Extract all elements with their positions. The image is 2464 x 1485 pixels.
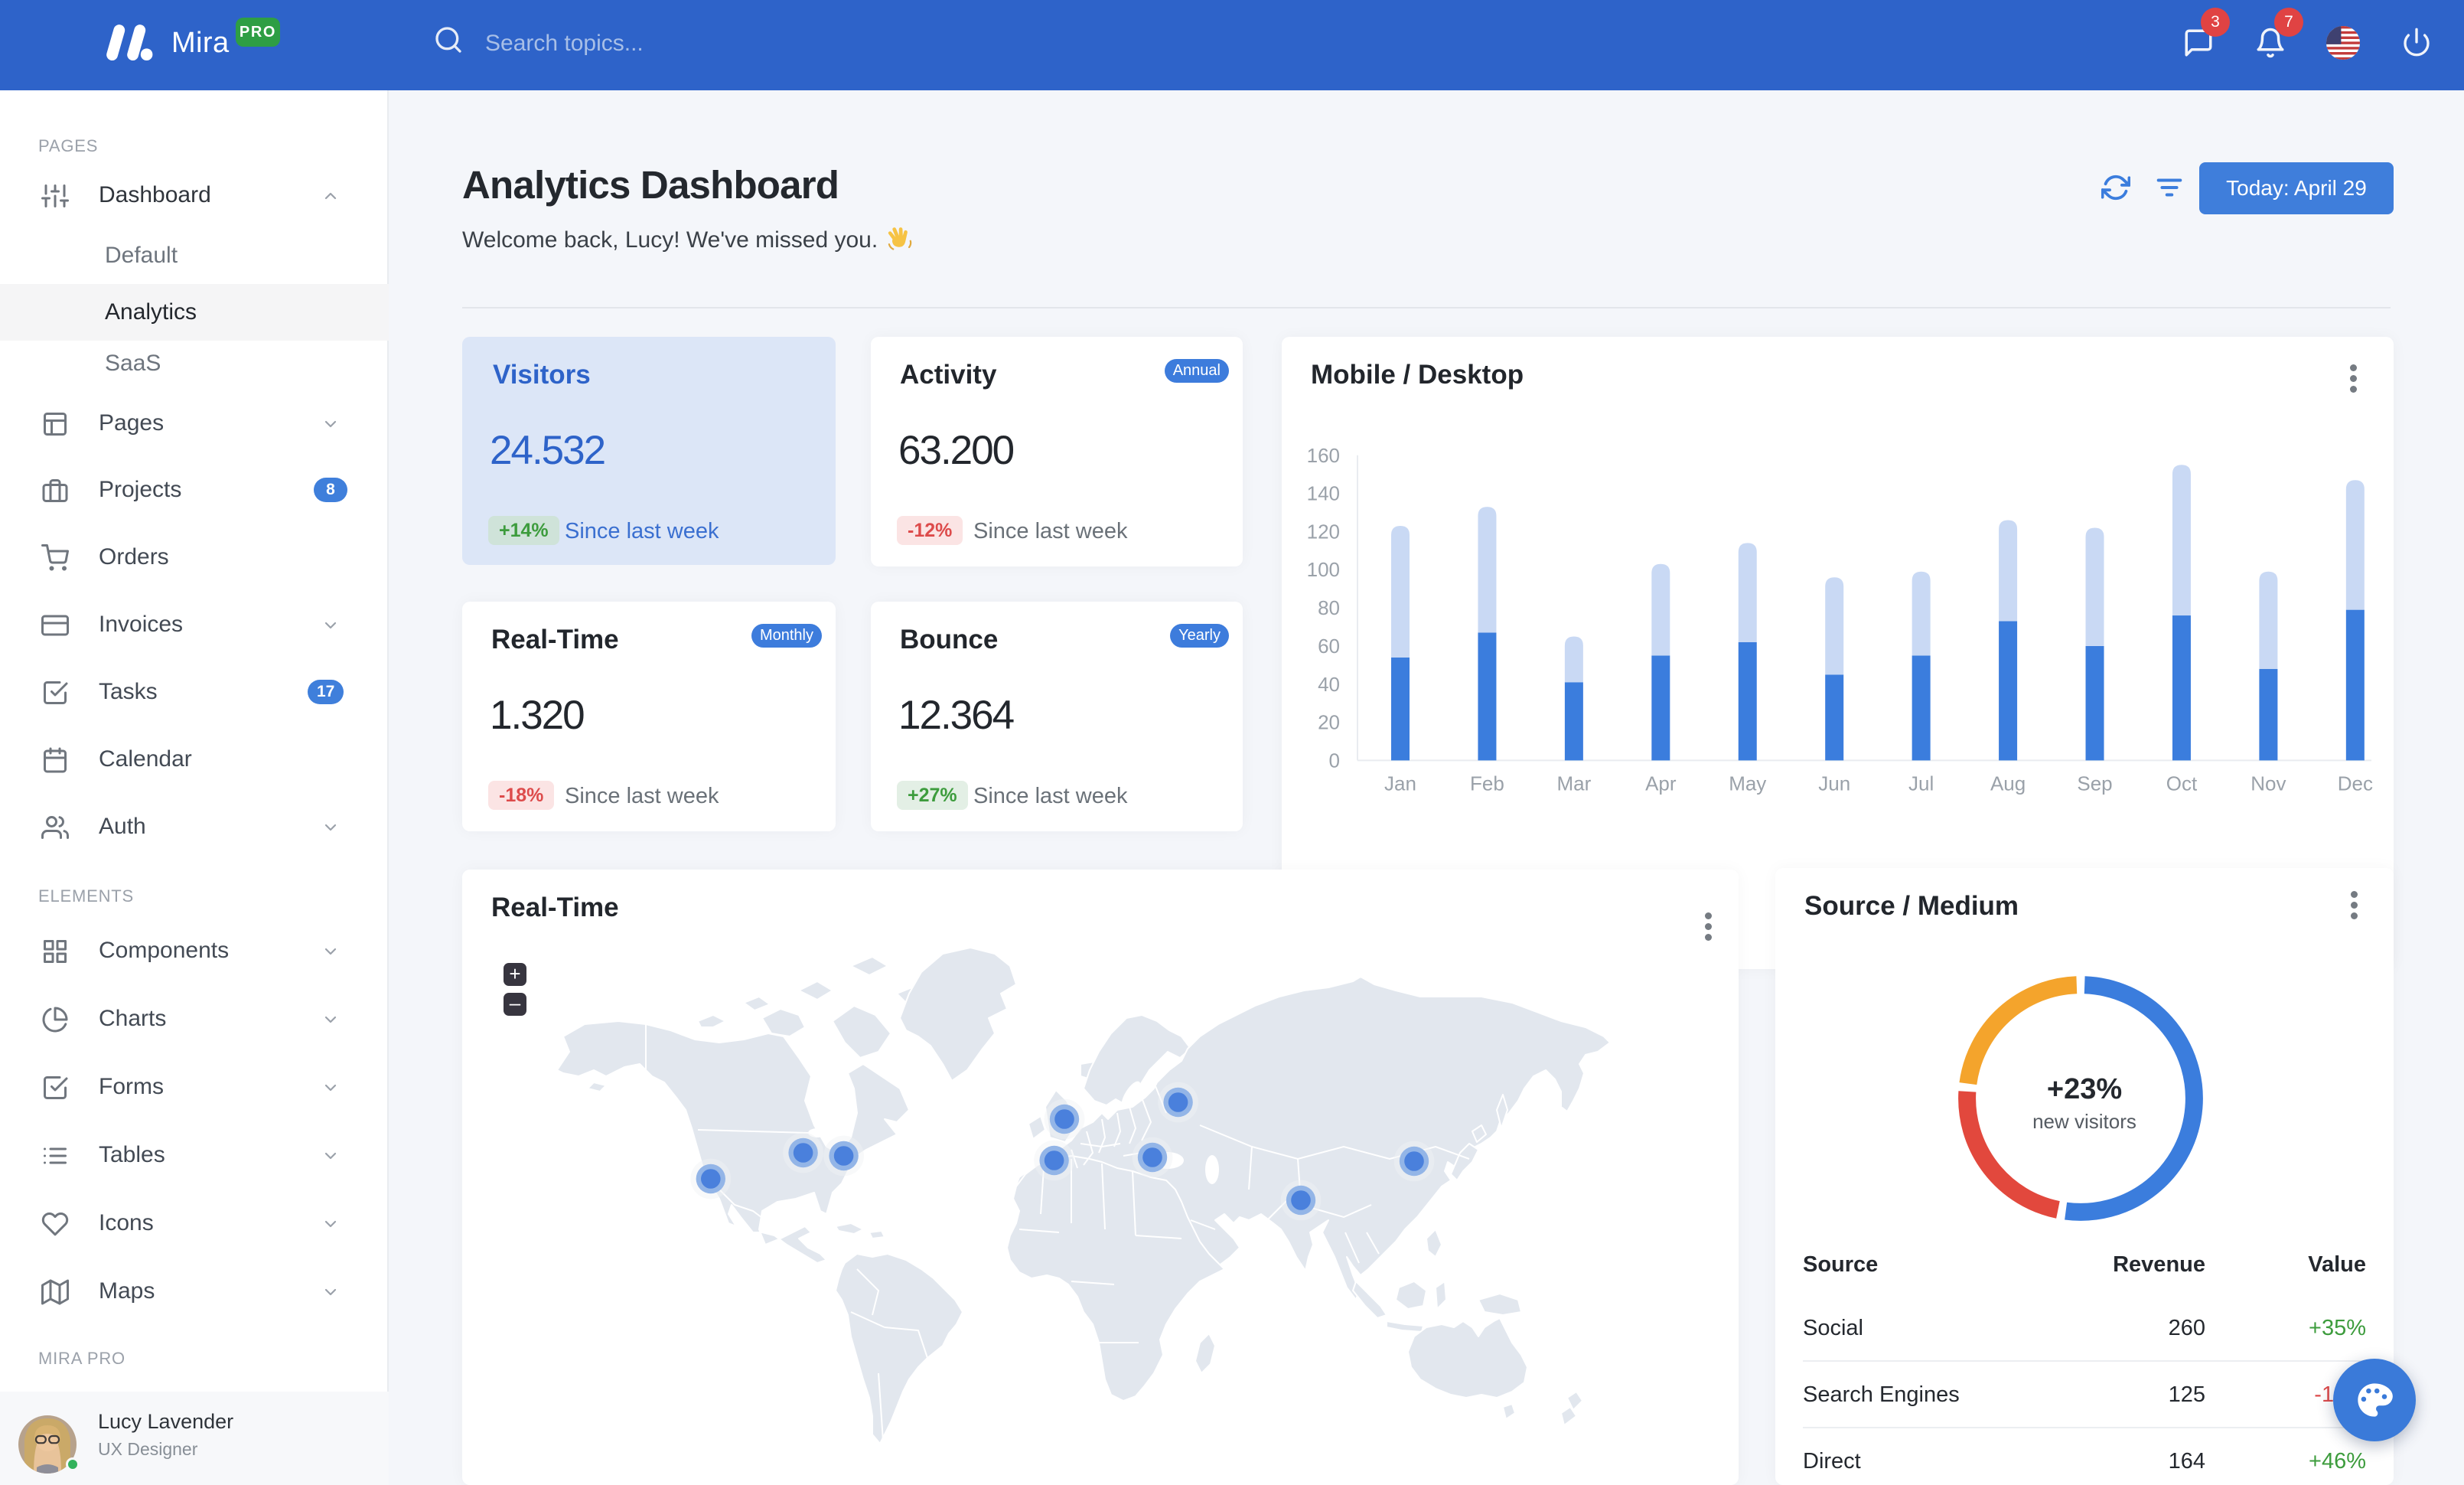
svg-text:100: 100 (1307, 558, 1340, 581)
svg-text:40: 40 (1318, 673, 1340, 696)
svg-text:Jun: Jun (1818, 772, 1850, 795)
svg-text:Mar: Mar (1556, 772, 1591, 795)
svg-text:Feb: Feb (1470, 772, 1504, 795)
svg-text:120: 120 (1307, 520, 1340, 543)
svg-text:Apr: Apr (1645, 772, 1677, 795)
svg-text:Jul: Jul (1908, 772, 1934, 795)
svg-text:Aug: Aug (1990, 772, 2026, 795)
svg-text:Nov: Nov (2251, 772, 2286, 795)
svg-text:Dec: Dec (2338, 772, 2373, 795)
svg-text:Jan: Jan (1384, 772, 1416, 795)
svg-text:60: 60 (1318, 635, 1340, 658)
svg-text:140: 140 (1307, 482, 1340, 505)
svg-text:20: 20 (1318, 711, 1340, 734)
svg-text:0: 0 (1329, 749, 1340, 772)
svg-text:Oct: Oct (2166, 772, 2198, 795)
svg-text:80: 80 (1318, 596, 1340, 619)
svg-text:160: 160 (1307, 444, 1340, 467)
svg-text:May: May (1729, 772, 1766, 795)
svg-text:Sep: Sep (2077, 772, 2112, 795)
